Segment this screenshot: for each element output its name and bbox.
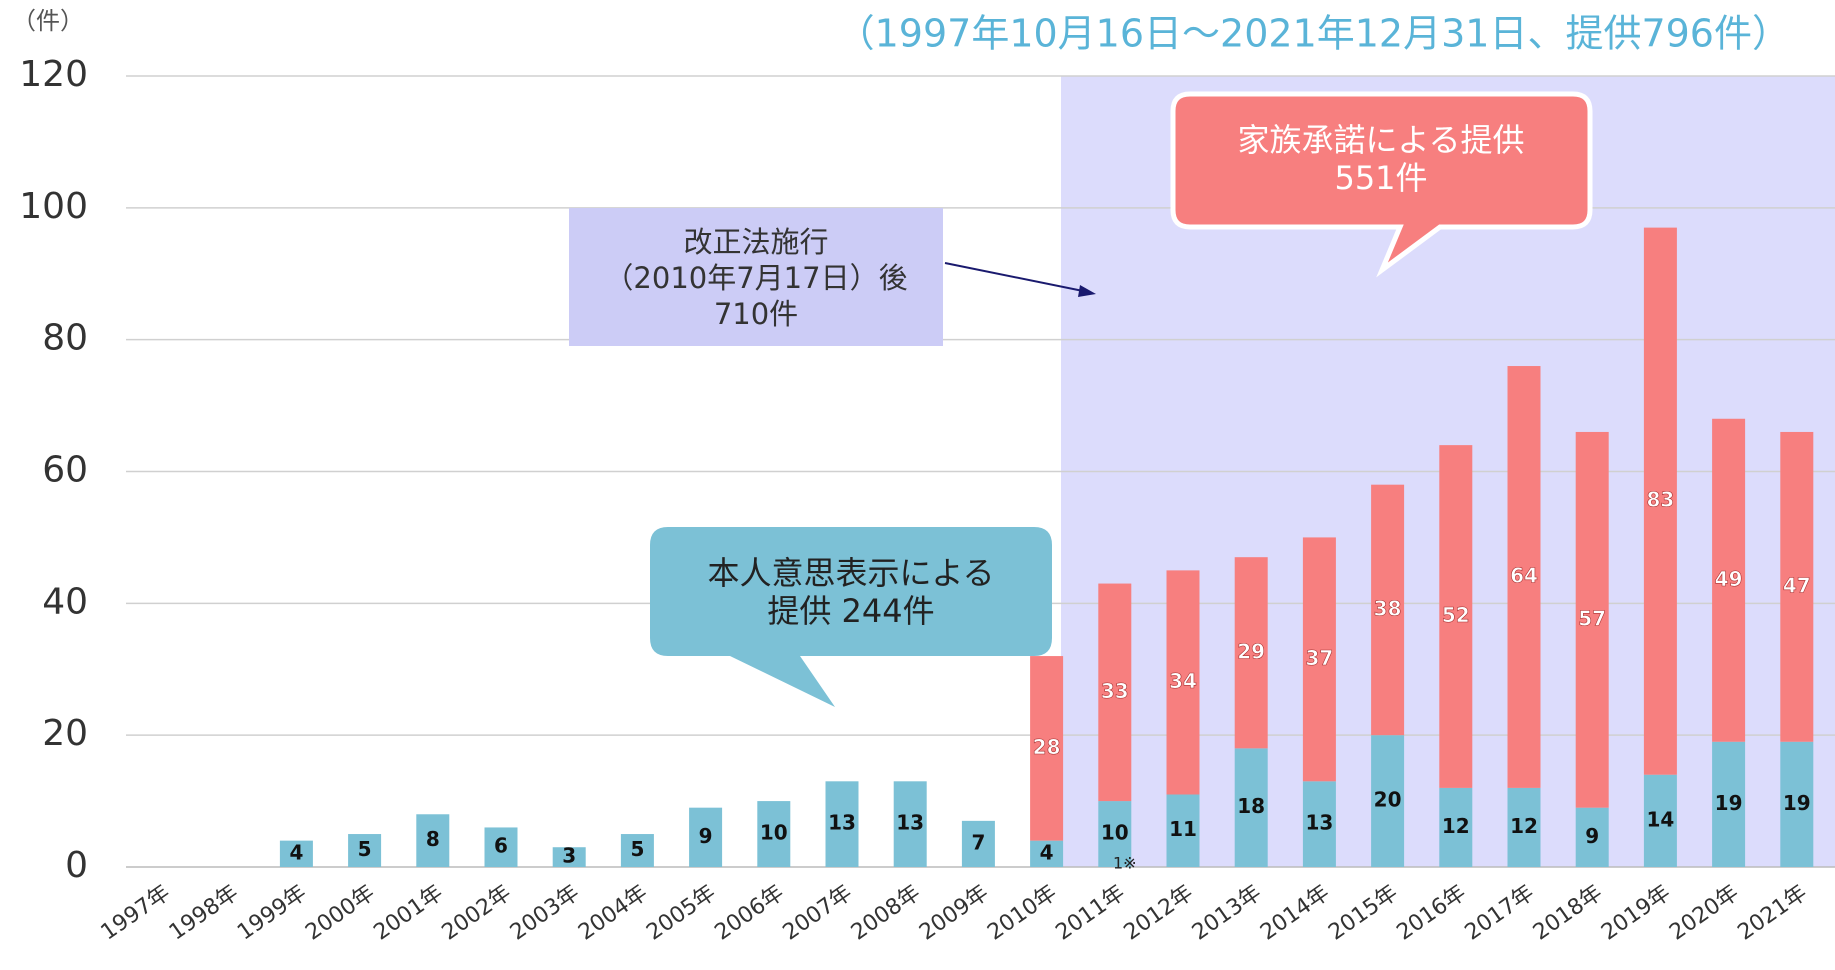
- y-tick-label: 20: [42, 713, 88, 754]
- subtitle: （1997年10月16日～2021年12月31日、提供796件）: [837, 12, 1790, 56]
- data-label: 10: [760, 821, 788, 845]
- x-tick-label: 2001年: [369, 880, 447, 945]
- data-label: 13: [896, 811, 924, 835]
- data-label: 5: [358, 837, 372, 861]
- x-tick-label: 2014年: [1256, 880, 1334, 945]
- data-label: 83: [1646, 488, 1674, 512]
- data-label: 8: [426, 827, 440, 851]
- data-label: 3: [562, 844, 576, 868]
- x-tick-label: 2010年: [983, 880, 1061, 945]
- data-label: 7: [971, 830, 985, 854]
- x-tick-label: 2019年: [1597, 880, 1675, 945]
- data-label: 9: [699, 824, 713, 848]
- y-tick-label: 100: [19, 186, 88, 227]
- y-tick-label: 60: [42, 450, 88, 491]
- x-tick-label: 2009年: [915, 880, 993, 945]
- data-label: 4: [1040, 840, 1054, 864]
- x-tick-label: 2003年: [506, 880, 584, 945]
- data-label: 19: [1715, 791, 1743, 815]
- data-label: 12: [1510, 814, 1538, 838]
- data-label: 28: [1033, 735, 1061, 759]
- x-tick-label: 2006年: [710, 880, 788, 945]
- y-tick-label: 120: [19, 54, 88, 95]
- data-label: 11: [1169, 817, 1197, 841]
- data-label: 10: [1101, 821, 1129, 845]
- x-tick-label: 2012年: [1120, 880, 1198, 945]
- x-tick-label: 2015年: [1324, 880, 1402, 945]
- x-tick-label: 2013年: [1188, 880, 1266, 945]
- data-label: 33: [1101, 679, 1129, 703]
- x-tick-label: 2008年: [847, 880, 925, 945]
- data-label: 13: [1305, 811, 1333, 835]
- data-label: 37: [1305, 646, 1333, 670]
- data-label: 4: [289, 840, 303, 864]
- data-label: 5: [630, 837, 644, 861]
- y-tick-label: 40: [42, 581, 88, 622]
- law-text: 改正法施行: [683, 225, 828, 259]
- data-label: 38: [1374, 596, 1402, 620]
- data-label: 47: [1783, 573, 1811, 597]
- footnote-mark: 1※: [1113, 854, 1137, 873]
- self-text: 提供 244件: [767, 592, 934, 630]
- x-tick-label: 2007年: [779, 880, 857, 945]
- y-tick-label: 0: [65, 845, 88, 886]
- x-tick-label: 1998年: [165, 880, 243, 945]
- x-tick-label: 2004年: [574, 880, 652, 945]
- data-label: 64: [1510, 563, 1538, 587]
- x-tick-label: 2017年: [1461, 880, 1539, 945]
- family-text: 家族承諾による提供: [1237, 121, 1524, 159]
- data-label: 49: [1715, 567, 1743, 591]
- data-label: 19: [1783, 791, 1811, 815]
- data-label: 57: [1578, 606, 1606, 630]
- data-label: 18: [1237, 794, 1265, 818]
- x-tick-label: 2018年: [1529, 880, 1607, 945]
- page: （件） （1997年10月16日～2021年12月31日、提供796件） 0 20…: [0, 0, 1835, 966]
- y-tick-label: 80: [42, 318, 88, 359]
- x-tick-label: 2020年: [1665, 880, 1743, 945]
- data-label: 14: [1646, 807, 1674, 831]
- x-tick-label: 1997年: [97, 880, 175, 945]
- chart: （件） （1997年10月16日～2021年12月31日、提供796件） 0 20…: [0, 0, 1835, 966]
- unit-label: （件）: [12, 7, 84, 35]
- data-label: 9: [1585, 824, 1599, 848]
- data-label: 6: [494, 834, 508, 858]
- self-text: 本人意思表示による: [707, 554, 994, 592]
- x-tick-label: 2011年: [1051, 880, 1129, 945]
- x-tick-label: 2005年: [642, 880, 720, 945]
- data-label: 34: [1169, 669, 1197, 693]
- data-label: 12: [1442, 814, 1470, 838]
- data-label: 20: [1374, 788, 1402, 812]
- x-tick-label: 2021年: [1733, 880, 1811, 945]
- x-tick-label: 1999年: [233, 880, 311, 945]
- x-tick-label: 2002年: [438, 880, 516, 945]
- family-text: 551件: [1334, 159, 1427, 197]
- x-tick-label: 2016年: [1392, 880, 1470, 945]
- data-label: 13: [828, 811, 856, 835]
- law-text: 710件: [714, 297, 798, 331]
- law-text: （2010年7月17日）後: [604, 261, 907, 295]
- data-label: 52: [1442, 603, 1470, 627]
- x-tick-label: 2000年: [301, 880, 379, 945]
- data-label: 29: [1237, 639, 1265, 663]
